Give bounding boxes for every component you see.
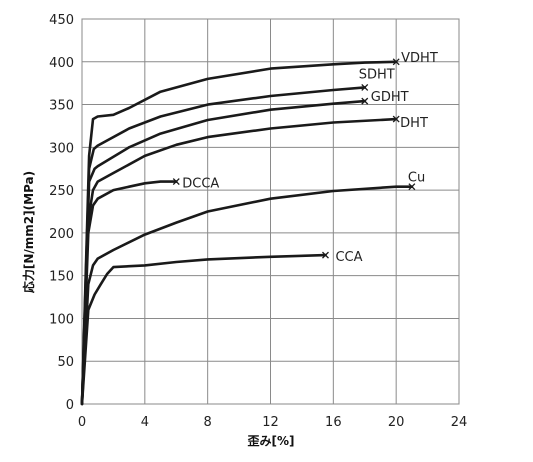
series-label-gdht: GDHT: [371, 90, 409, 105]
fracture-marker: [172, 178, 180, 186]
series-label-dht: DHT: [400, 116, 428, 131]
fracture-marker: [361, 83, 369, 91]
series-label-dcca: DCCA: [182, 177, 219, 192]
series-line-dcca: [80, 180, 178, 406]
x-tick-label: 0: [78, 415, 86, 430]
y-tick-label: 100: [49, 312, 74, 327]
fracture-marker: [361, 97, 369, 105]
x-tick-label: 4: [141, 415, 149, 430]
series-label-cu: Cu: [408, 171, 425, 186]
y-tick-label: 450: [49, 13, 74, 28]
y-tick-label: 250: [49, 184, 74, 199]
series-label-vdht: VDHT: [401, 51, 438, 66]
y-axis-title: 応力[N/mm2](MPa): [21, 171, 36, 293]
y-tick-label: 300: [49, 141, 74, 156]
grid: [81, 18, 460, 405]
series-lines: [80, 58, 416, 406]
axis-ticks: 0 50 100 150 200 250 300 350 400 450 0 4 8 12 16 20 24: [49, 13, 467, 430]
fracture-marker: [322, 251, 329, 259]
series-line-gdht: [80, 99, 367, 406]
series-line-dht: [80, 117, 398, 406]
x-tick-label: 8: [204, 415, 212, 430]
y-tick-label: 0: [66, 398, 74, 413]
y-tick-label: 350: [49, 99, 74, 114]
x-tick-label: 20: [388, 415, 405, 430]
y-tick-label: 200: [49, 227, 74, 242]
series-labels: VDHT SDHT GDHT DHT DCCA Cu CCA: [182, 51, 438, 265]
x-tick-label: 16: [325, 415, 342, 430]
x-axis-title: 歪み[%]: [248, 434, 295, 448]
fracture-marker: [408, 183, 416, 191]
fracture-marker: [392, 58, 400, 66]
y-tick-label: 50: [57, 355, 74, 370]
series-label-cca: CCA: [335, 250, 362, 265]
x-tick-label: 24: [451, 415, 468, 430]
series-line-cca: [80, 253, 327, 406]
series-label-sdht: SDHT: [359, 67, 395, 82]
series-line-cu: [80, 185, 414, 406]
fracture-marker: [392, 115, 400, 123]
x-tick-label: 12: [262, 415, 279, 430]
series-line-vdht: [80, 60, 398, 406]
series-line-sdht: [80, 86, 367, 406]
y-tick-label: 150: [49, 270, 74, 285]
y-tick-label: 400: [49, 56, 74, 71]
